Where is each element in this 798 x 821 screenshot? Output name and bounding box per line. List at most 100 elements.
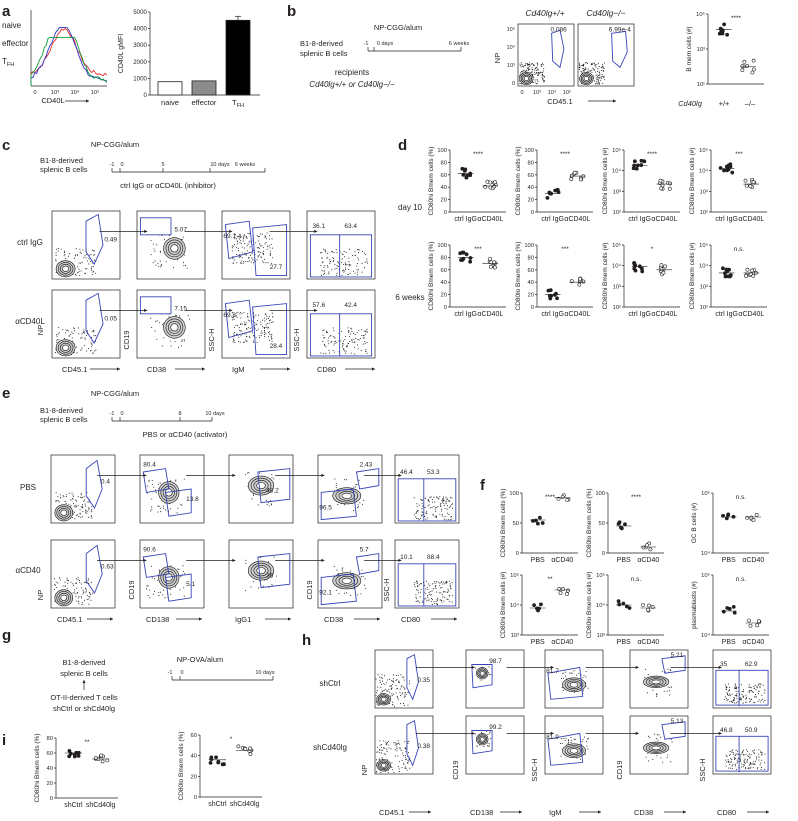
y-tick-label: 3000 (133, 42, 147, 49)
event-dot (725, 765, 727, 767)
event-dot (275, 575, 278, 577)
event-dot (451, 503, 453, 505)
event-dot (357, 271, 359, 273)
event-dot (269, 499, 272, 501)
event-dot (350, 352, 352, 354)
event-dot (358, 479, 360, 481)
x-group-label: αCD40 (637, 557, 659, 564)
event-dot (734, 758, 736, 760)
event-dot (428, 593, 431, 595)
arrowhead-icon (229, 308, 233, 312)
event-dot (584, 69, 586, 71)
data-point (464, 252, 469, 257)
event-dot (598, 71, 600, 73)
event-dot (407, 762, 409, 764)
event-dot (146, 485, 148, 487)
event-dot (89, 592, 91, 594)
arrowhead-icon (232, 473, 236, 477)
event-dot (88, 595, 90, 597)
event-dot (604, 62, 606, 64)
event-dot (750, 687, 752, 689)
event-dot (83, 496, 85, 498)
event-dot (88, 516, 90, 518)
event-dot (55, 499, 57, 502)
arrowhead-icon (143, 473, 147, 477)
y-axis-label: CD80lo Bmem cells (%) (515, 147, 522, 216)
event-dot (589, 70, 592, 72)
event-dot (253, 494, 255, 496)
event-dot (521, 70, 523, 73)
event-dot (385, 741, 387, 743)
x-tick-label: effector (192, 98, 217, 107)
event-dot (736, 762, 738, 764)
gate-value: 27.7 (270, 264, 283, 271)
data-point (556, 190, 561, 195)
data-point (742, 59, 747, 64)
y-axis-label: SSC-H (382, 578, 391, 601)
event-dot (157, 505, 159, 507)
flow-plot-frame (712, 649, 772, 709)
event-dot (403, 762, 405, 764)
event-dot (154, 489, 157, 491)
event-dot (667, 686, 669, 688)
event-dot (443, 518, 445, 520)
gate-value: 5.07 (174, 226, 187, 233)
y-axis-label: plasmablasts (#) (691, 581, 698, 629)
event-dot (752, 761, 755, 763)
event-dot (238, 249, 240, 252)
event-dot (405, 693, 407, 695)
event-dot (644, 676, 646, 678)
gate (257, 468, 291, 504)
event-dot (151, 506, 153, 508)
event-dot (743, 764, 746, 766)
event-dot (384, 747, 386, 749)
event-dot (725, 754, 727, 756)
event-dot (181, 340, 183, 342)
density-contour (341, 492, 352, 499)
panel-letter: i (2, 732, 6, 749)
event-dot (537, 64, 539, 66)
event-dot (439, 513, 441, 515)
event-dot (345, 264, 347, 266)
event-dot (273, 478, 275, 480)
event-dot (256, 342, 258, 344)
event-dot (65, 494, 67, 496)
event-dot (176, 512, 178, 514)
y-tick-label: 80 (47, 736, 53, 742)
gate-value: 0.05 (104, 316, 117, 323)
event-dot (426, 512, 428, 514)
y-tick-label: 10¹ (697, 82, 705, 88)
event-dot (446, 498, 449, 500)
gate-value: 57.6 (312, 302, 325, 309)
event-dot (327, 273, 330, 275)
event-dot (729, 751, 731, 753)
y-axis-label: NP (493, 53, 502, 63)
event-dot (378, 749, 380, 751)
event-dot (562, 689, 564, 691)
data-point (727, 267, 731, 272)
event-dot (441, 510, 443, 512)
event-dot (242, 341, 244, 343)
event-dot (441, 586, 443, 589)
panel-letter: h (302, 632, 311, 649)
event-dot (375, 759, 378, 761)
event-dot (396, 750, 398, 752)
y-tick-label: 10⁴ (699, 168, 708, 175)
event-dot (63, 250, 66, 252)
event-dot (86, 510, 88, 512)
event-dot (536, 66, 538, 68)
event-dot (76, 600, 78, 602)
event-dot (753, 685, 755, 687)
cells-label: B1-8-derived (63, 658, 106, 667)
gate-value: 42.4 (344, 302, 357, 309)
y-tick-label: 40 (441, 280, 447, 286)
significance-label: * (230, 736, 233, 743)
event-dot (359, 502, 361, 504)
event-dot (63, 337, 65, 340)
event-dot (266, 248, 268, 250)
event-dot (380, 752, 382, 754)
event-dot (740, 754, 742, 756)
event-dot (524, 63, 527, 65)
event-dot (392, 683, 394, 685)
